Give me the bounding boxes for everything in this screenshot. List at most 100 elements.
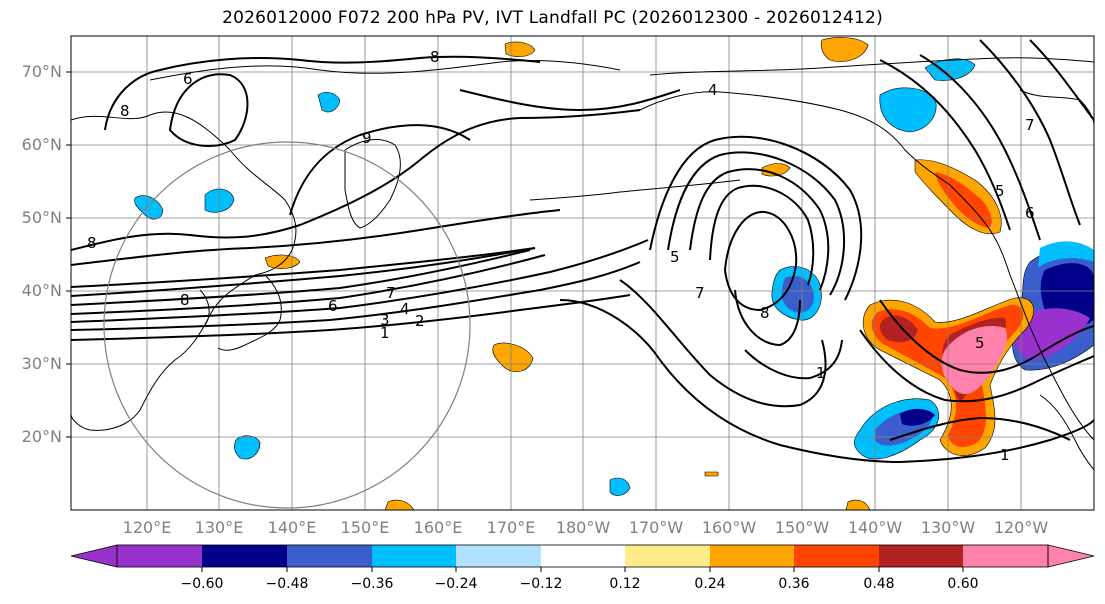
contour-label-7: 7 — [386, 284, 396, 302]
contour-jet-5 — [71, 249, 531, 306]
lon-label-140w: 140°W — [847, 518, 903, 537]
colorbar-outline — [116, 544, 1049, 568]
contour-ridge-1 — [649, 135, 863, 301]
lat-label-50: 50°N — [21, 208, 62, 227]
contour-label-1c: 1 — [1000, 446, 1010, 464]
lat-label-40: 40°N — [21, 281, 62, 300]
contour-north-6 — [459, 89, 681, 112]
contour-jet-1 — [71, 294, 631, 341]
colorbar-tick-6: 0.12 — [609, 576, 641, 592]
colorbar-tick-5: −0.12 — [519, 576, 563, 592]
colorbar-seg-9 — [794, 545, 879, 567]
coast-alaska — [639, 91, 1094, 441]
contour-label-5c: 5 — [975, 334, 985, 352]
contour-jet-6 — [71, 247, 536, 297]
shade-sky-asia3 — [317, 91, 341, 113]
lon-label-120e: 120°E — [122, 518, 172, 537]
contour-label-5b: 5 — [995, 182, 1005, 200]
coast-arctic — [649, 57, 1094, 76]
shade-orange-top — [820, 37, 869, 62]
lon-label-120w: 120°W — [993, 518, 1049, 537]
graticule — [71, 36, 1094, 510]
contour-north-2 — [71, 209, 561, 266]
contour-low-3 — [744, 339, 843, 380]
lon-label-180w: 180°W — [555, 518, 611, 537]
shade-orange-japan — [264, 254, 301, 269]
contour-ridge-2 — [667, 151, 845, 296]
colorbar-seg-8 — [710, 545, 794, 567]
contour-sub-2 — [879, 299, 1094, 374]
lon-label-170e: 170°E — [486, 518, 536, 537]
colorbar-extend-right — [1047, 544, 1095, 568]
lat-label-70: 70°N — [21, 62, 62, 81]
shade-sky-arctic — [879, 87, 937, 133]
contour-north-3 — [289, 124, 471, 216]
ivt-shading — [134, 37, 1094, 510]
contour-jet-2 — [71, 261, 641, 331]
contour-label-4b: 4 — [708, 81, 718, 99]
shade-sky-south — [609, 477, 631, 496]
contour-label-5: 5 — [670, 248, 680, 266]
contour-labels: 1 2 3 4 7 6 8 9 5 7 1 1 4 8 6 8 5 6 7 5 … — [87, 48, 1035, 464]
contour-label-8b: 8 — [87, 234, 97, 252]
colorbar-seg-11 — [963, 545, 1048, 567]
coast-kamchatka — [344, 139, 401, 229]
contour-east-2 — [919, 54, 1041, 241]
lon-label-150e: 150°E — [340, 518, 390, 537]
lat-label-20: 20°N — [21, 427, 62, 446]
lon-label-150w: 150°W — [774, 518, 830, 537]
contour-label-8: 8 — [180, 291, 190, 309]
colorbar-tick-3: −0.36 — [350, 576, 394, 592]
contour-label-6: 6 — [328, 297, 338, 315]
contour-label-6b: 6 — [183, 70, 193, 88]
colorbar-tick-2: −0.48 — [265, 576, 309, 592]
contour-label-1b: 1 — [816, 364, 826, 382]
coast-asia — [71, 111, 297, 431]
pv-contours — [71, 39, 1094, 464]
contour-jet-7 — [71, 247, 536, 288]
shade-sky-asia1 — [134, 195, 164, 220]
colorbar-seg-2 — [202, 545, 287, 567]
shade-sky-asia2 — [204, 188, 235, 213]
shade-orange-bottom — [384, 499, 415, 510]
contour-sub-3 — [889, 416, 1071, 441]
map-frame — [70, 35, 1095, 511]
contour-label-6c: 6 — [1025, 204, 1035, 222]
contour-ridge-4 — [709, 184, 815, 286]
contour-label-4: 4 — [400, 300, 410, 318]
contour-east-4 — [1029, 39, 1094, 121]
shade-orange-bering — [504, 41, 536, 57]
contour-east-1 — [879, 59, 1011, 231]
contour-east-3 — [979, 39, 1081, 226]
contour-trough-1 — [559, 299, 1094, 464]
contour-label-2: 2 — [415, 312, 425, 330]
colorbar-tick-9: 0.48 — [863, 576, 895, 592]
shade-orange-bottom2 — [845, 499, 871, 510]
contour-label-3: 3 — [380, 311, 390, 329]
lat-label-30: 30°N — [21, 354, 62, 373]
contour-trough-2 — [619, 279, 827, 408]
colorbar-seg-10 — [879, 545, 963, 567]
contour-label-7c: 7 — [1025, 116, 1035, 134]
shade-orange-central — [492, 342, 534, 372]
colorbar-seg-7 — [625, 545, 710, 567]
colorbar-seg-3 — [287, 545, 372, 567]
colorbar-tick-1: −0.60 — [180, 576, 224, 592]
colorbar-tick-7: 0.24 — [694, 576, 726, 592]
colorbar-seg-4 — [372, 545, 456, 567]
contour-sub-1 — [859, 329, 1094, 403]
lon-label-160e: 160°E — [413, 518, 463, 537]
lon-label-160w: 160°W — [701, 518, 757, 537]
contour-north-4 — [168, 73, 249, 147]
contour-label-8e: 8 — [430, 48, 440, 66]
lat-label-60: 60°N — [21, 135, 62, 154]
coast-mexico — [1039, 394, 1094, 471]
shade-purple-coast — [1013, 308, 1090, 360]
colorbar-tick-8: 0.36 — [778, 576, 810, 592]
contour-low-1 — [723, 210, 798, 312]
contour-label-1: 1 — [380, 324, 390, 342]
lon-label-130e: 130°E — [194, 518, 244, 537]
colorbar-seg-5 — [456, 545, 541, 567]
